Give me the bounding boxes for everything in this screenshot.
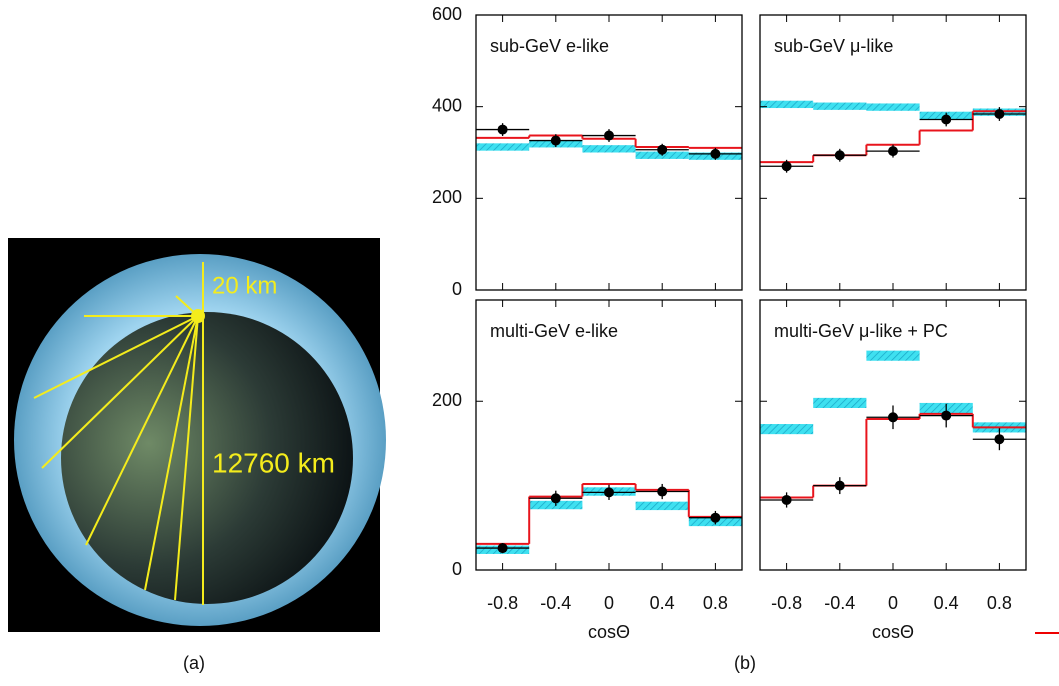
data-point [781, 494, 792, 505]
data-point [888, 412, 898, 423]
panel-title: multi-GeV e-like [490, 321, 618, 341]
data-point [994, 109, 1005, 119]
data-point [834, 150, 845, 161]
panel-title: multi-GeV μ-like + PC [774, 321, 948, 341]
data-point [497, 124, 508, 135]
earth-label: 12760 km [212, 447, 335, 478]
data-point [834, 480, 845, 491]
no-oscillation-box [866, 350, 920, 361]
x-tick-label: 0 [604, 593, 614, 613]
no-oscillation-box [813, 102, 867, 110]
data-point [550, 493, 561, 504]
data-point [710, 512, 721, 523]
data-point [781, 161, 792, 172]
x-tick-label: 0.8 [987, 593, 1012, 613]
earth-label: 20 km [212, 272, 277, 299]
data-point [941, 114, 952, 125]
data-point [994, 434, 1005, 445]
data-point [657, 486, 668, 497]
no-oscillation-box [582, 145, 636, 153]
data-point [888, 146, 898, 157]
x-tick-label: -0.4 [540, 593, 571, 613]
caption: (b) [734, 653, 756, 673]
panel: 0 200 -0.8 -0.4 0 0.4 0.8 multi-GeV e-like cosΘ [432, 299, 743, 642]
panel-title: sub-GeV μ-like [774, 36, 893, 56]
no-oscillation-box [760, 100, 814, 109]
panel-title: sub-GeV e-like [490, 36, 609, 56]
data-point [941, 410, 952, 421]
data-point [550, 135, 561, 146]
x-tick-label: 0.4 [650, 593, 675, 613]
x-tick-label: -0.8 [487, 593, 518, 613]
x-axis-label: cosΘ [872, 622, 914, 642]
y-tick-label: 200 [432, 390, 462, 410]
y-tick-label: 0 [452, 559, 462, 579]
no-oscillation-box [866, 103, 920, 111]
caption: (a) [183, 653, 205, 673]
no-oscillation-box [760, 424, 814, 435]
no-oscillation-box [635, 501, 689, 511]
x-tick-label: -0.8 [771, 593, 802, 613]
panel: -0.8 -0.4 0 0.4 0.8 multi-GeV μ-like + PC cosΘ [759, 299, 1027, 642]
no-oscillation-box [476, 143, 530, 151]
x-tick-label: 0.4 [934, 593, 959, 613]
panel: 0 200 400 600 sub-GeV e-like [432, 4, 743, 299]
y-tick-label: 0 [452, 279, 462, 299]
data-point [604, 130, 614, 141]
y-tick-label: 600 [432, 4, 462, 24]
x-tick-label: -0.4 [824, 593, 855, 613]
data-point [657, 144, 668, 155]
panel: sub-GeV μ-like [759, 14, 1027, 291]
data-point [604, 487, 614, 498]
no-oscillation-box [813, 397, 867, 408]
data-point [497, 543, 508, 554]
earth-diagram: 20 km 12760 km [8, 238, 386, 632]
y-tick-label: 400 [432, 95, 462, 115]
x-tick-label: 0 [888, 593, 898, 613]
x-tick-label: 0.8 [703, 593, 728, 613]
y-tick-label: 200 [432, 187, 462, 207]
x-axis-label: cosΘ [588, 622, 630, 642]
data-point [710, 148, 721, 159]
